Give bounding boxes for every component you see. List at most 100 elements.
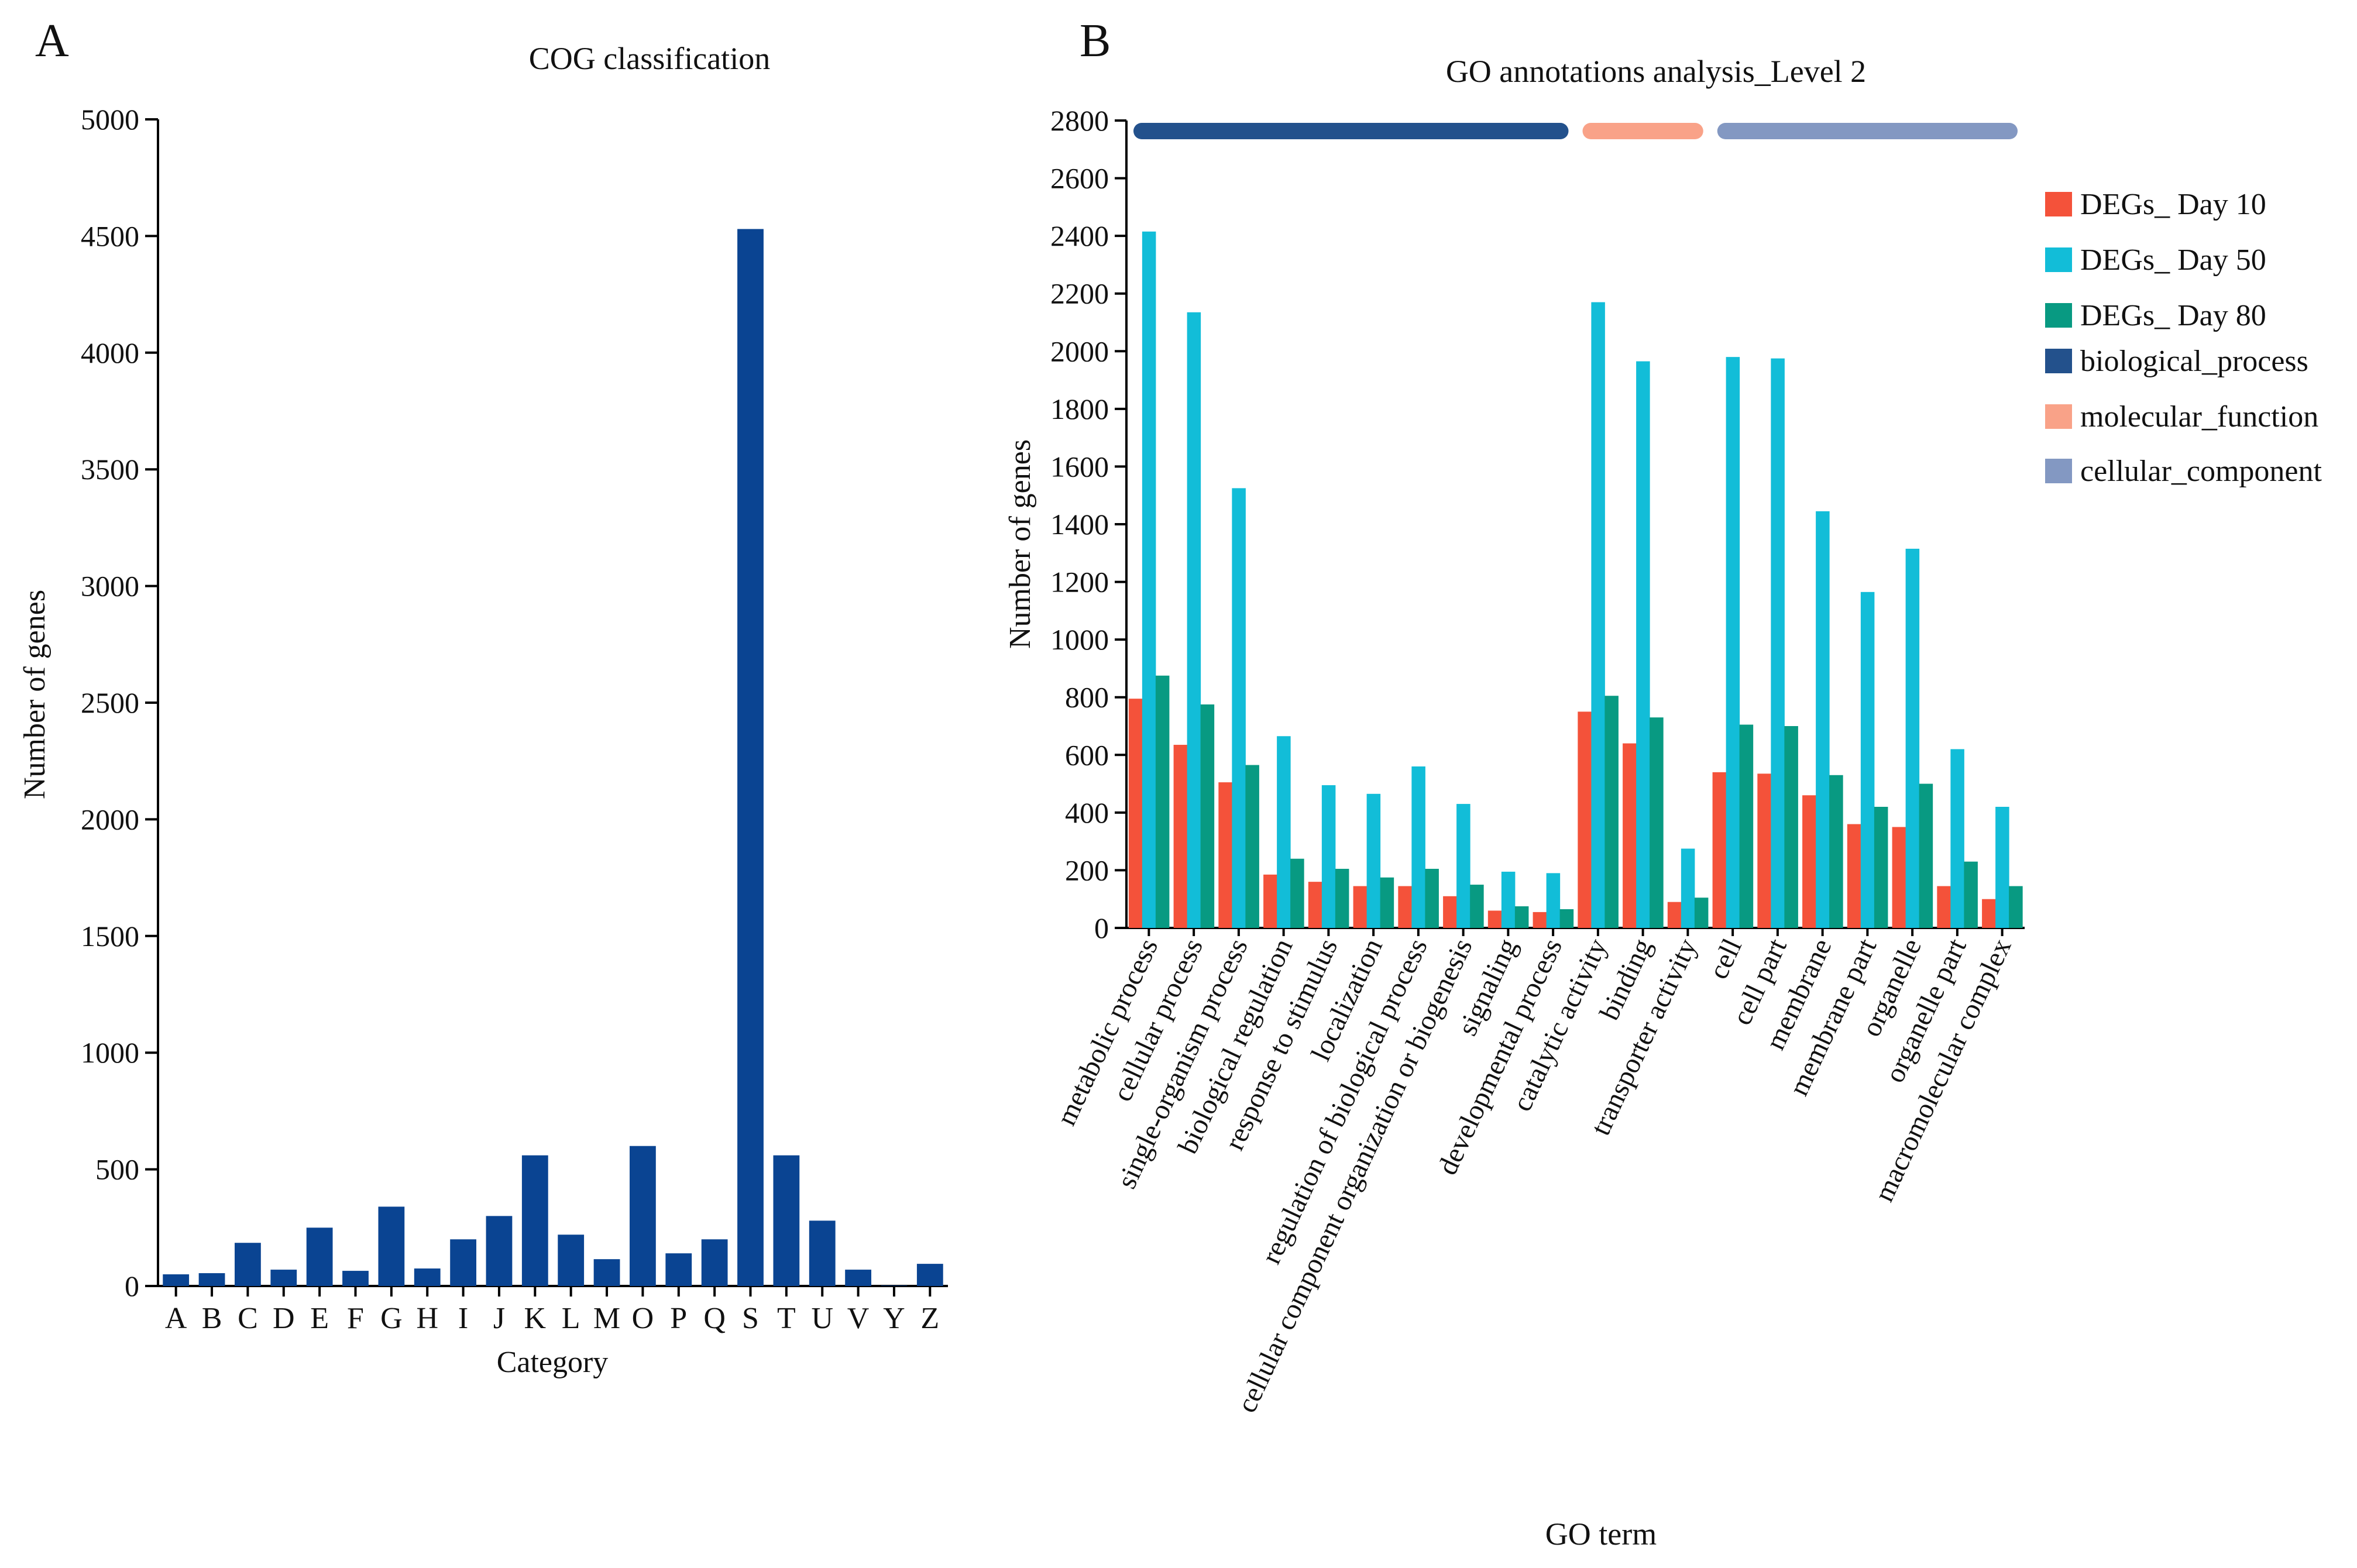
go-bar-series2-13 bbox=[1726, 357, 1740, 928]
go-legend-label: cellular_component bbox=[2080, 455, 2322, 488]
cog-y-tick-label: 500 bbox=[95, 1153, 139, 1186]
go-legend-swatch bbox=[2045, 247, 2072, 272]
cog-bar-L bbox=[558, 1235, 585, 1286]
go-bar-series2-8 bbox=[1501, 871, 1516, 928]
go-bar-series1-19 bbox=[1982, 899, 1996, 928]
go-bar-series3-4 bbox=[1335, 868, 1349, 928]
go-y-tick-label: 2000 bbox=[1050, 335, 1109, 367]
go-bar-series3-8 bbox=[1514, 906, 1529, 928]
go-y-tick-label: 0 bbox=[1094, 912, 1109, 944]
cog-bar-S bbox=[737, 229, 764, 1286]
go-bar-series2-16 bbox=[1860, 592, 1875, 928]
go-bar-series1-8 bbox=[1487, 910, 1502, 928]
cog-bar-B bbox=[198, 1273, 225, 1286]
cog-y-tick-label: 2500 bbox=[81, 686, 139, 719]
cog-y-axis-label: Number of genes bbox=[18, 590, 51, 799]
cog-bar-F bbox=[342, 1271, 369, 1286]
go-group-band-cellular_component bbox=[1717, 123, 2018, 139]
go-y-tick-label: 800 bbox=[1065, 681, 1109, 714]
cog-bar-P bbox=[665, 1253, 692, 1286]
go-y-tick-label: 200 bbox=[1065, 854, 1109, 886]
cog-x-tick-label: U bbox=[811, 1302, 833, 1335]
go-y-tick-label: 2400 bbox=[1050, 219, 1109, 252]
cog-y-tick-label: 4000 bbox=[81, 336, 139, 369]
go-group-band-molecular_function bbox=[1582, 123, 1703, 139]
go-bar-series3-3 bbox=[1290, 858, 1304, 928]
cog-x-tick-label: Y bbox=[883, 1302, 905, 1335]
cog-y-tick-label: 4500 bbox=[81, 219, 139, 252]
cog-y-tick-label: 1500 bbox=[81, 920, 139, 953]
go-legend-label: DEGs_ Day 10 bbox=[2080, 188, 2266, 221]
go-bar-series2-11 bbox=[1636, 361, 1650, 928]
cog-bar-Z bbox=[916, 1264, 943, 1286]
go-bar-series3-13 bbox=[1739, 724, 1754, 928]
go-legend-label: DEGs_ Day 80 bbox=[2080, 299, 2266, 332]
cog-y-tick-label: 3500 bbox=[81, 453, 139, 486]
cog-x-tick-label: P bbox=[670, 1302, 687, 1335]
cog-bar-E bbox=[306, 1227, 333, 1286]
go-bar-series2-5 bbox=[1366, 793, 1381, 928]
go-bar-series1-9 bbox=[1533, 912, 1547, 928]
go-bar-series3-6 bbox=[1425, 868, 1439, 928]
go-bar-series2-10 bbox=[1591, 302, 1605, 928]
cog-bar-I bbox=[450, 1239, 476, 1286]
cog-x-tick-label: J bbox=[493, 1302, 505, 1335]
cog-x-tick-label: A bbox=[165, 1302, 187, 1335]
go-bar-series3-7 bbox=[1470, 885, 1484, 928]
go-y-tick-label: 2600 bbox=[1050, 162, 1109, 195]
panel-a-label: A bbox=[35, 15, 69, 67]
cog-bar-G bbox=[378, 1206, 405, 1286]
cog-chart-title: COG classification bbox=[529, 41, 770, 76]
go-bar-series1-18 bbox=[1937, 886, 1951, 928]
go-bar-series2-0 bbox=[1142, 231, 1156, 928]
go-y-tick-label: 1000 bbox=[1050, 623, 1109, 656]
cog-y-tick-label: 2000 bbox=[81, 803, 139, 835]
go-bar-series1-6 bbox=[1398, 886, 1412, 928]
go-legend-label: molecular_function bbox=[2080, 400, 2318, 434]
go-bar-series1-15 bbox=[1802, 795, 1816, 928]
go-bar-series2-19 bbox=[1995, 807, 2009, 928]
cog-y-tick-label: 1000 bbox=[81, 1036, 139, 1069]
go-bar-series3-10 bbox=[1604, 696, 1619, 928]
cog-x-tick-label: H bbox=[416, 1302, 438, 1335]
cog-x-tick-label: C bbox=[238, 1302, 258, 1335]
go-bar-series3-19 bbox=[2009, 886, 2023, 928]
go-bar-series2-2 bbox=[1232, 488, 1246, 928]
go-y-tick-label: 2200 bbox=[1050, 277, 1109, 310]
cog-bar-T bbox=[773, 1155, 800, 1286]
go-bar-series2-3 bbox=[1277, 736, 1291, 928]
cog-x-tick-label: E bbox=[310, 1302, 329, 1335]
cog-x-tick-label: K bbox=[524, 1302, 547, 1335]
cog-bar-O bbox=[630, 1146, 656, 1286]
go-bar-series1-14 bbox=[1757, 773, 1771, 928]
go-bar-series3-16 bbox=[1874, 807, 1888, 928]
go-group-band-biological_process bbox=[1133, 123, 1569, 139]
go-bar-series1-17 bbox=[1892, 827, 1906, 928]
go-bar-series3-17 bbox=[1919, 783, 1933, 928]
go-legend: DEGs_ Day 10 DEGs_ Day 50 DEGs_ Day 80 biol… bbox=[2045, 188, 2322, 488]
cog-x-tick-label: Z bbox=[920, 1302, 939, 1335]
go-bar-series3-5 bbox=[1380, 877, 1394, 928]
go-y-tick-label: 400 bbox=[1065, 796, 1109, 829]
go-bar-series1-10 bbox=[1578, 711, 1592, 928]
cog-bar-V bbox=[845, 1270, 871, 1286]
cog-x-tick-label: T bbox=[777, 1302, 796, 1335]
go-bar-series1-4 bbox=[1308, 882, 1322, 928]
cog-x-tick-label: F bbox=[347, 1302, 364, 1335]
cog-bar-D bbox=[270, 1270, 297, 1286]
go-bar-series2-4 bbox=[1321, 785, 1336, 928]
panel-b-label: B bbox=[1080, 15, 1111, 67]
go-legend-label: biological_process bbox=[2080, 345, 2308, 378]
go-bar-series3-0 bbox=[1155, 675, 1170, 928]
cog-x-tick-label: L bbox=[562, 1302, 580, 1335]
go-bar-series2-7 bbox=[1456, 804, 1470, 928]
go-chart-title: GO annotations analysis_Level 2 bbox=[1446, 54, 1866, 89]
go-bar-series2-17 bbox=[1905, 548, 1920, 928]
go-y-tick-label: 1400 bbox=[1050, 508, 1109, 541]
cog-y-tick-label: 0 bbox=[125, 1270, 139, 1302]
go-x-axis-label: GO term bbox=[1545, 1517, 1657, 1552]
go-bar-series3-15 bbox=[1829, 775, 1843, 928]
cog-bar-M bbox=[593, 1259, 620, 1286]
cog-x-tick-label: Q bbox=[703, 1302, 726, 1335]
cog-x-tick-label: M bbox=[593, 1302, 620, 1335]
